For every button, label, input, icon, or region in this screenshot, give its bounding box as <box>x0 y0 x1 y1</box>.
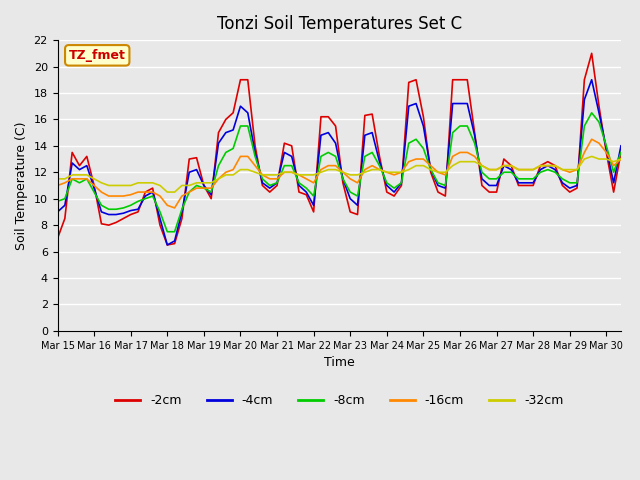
Text: TZ_fmet: TZ_fmet <box>68 49 125 62</box>
Legend: -2cm, -4cm, -8cm, -16cm, -32cm: -2cm, -4cm, -8cm, -16cm, -32cm <box>110 389 568 412</box>
Title: Tonzi Soil Temperatures Set C: Tonzi Soil Temperatures Set C <box>217 15 462 33</box>
Y-axis label: Soil Temperature (C): Soil Temperature (C) <box>15 121 28 250</box>
X-axis label: Time: Time <box>324 356 355 369</box>
